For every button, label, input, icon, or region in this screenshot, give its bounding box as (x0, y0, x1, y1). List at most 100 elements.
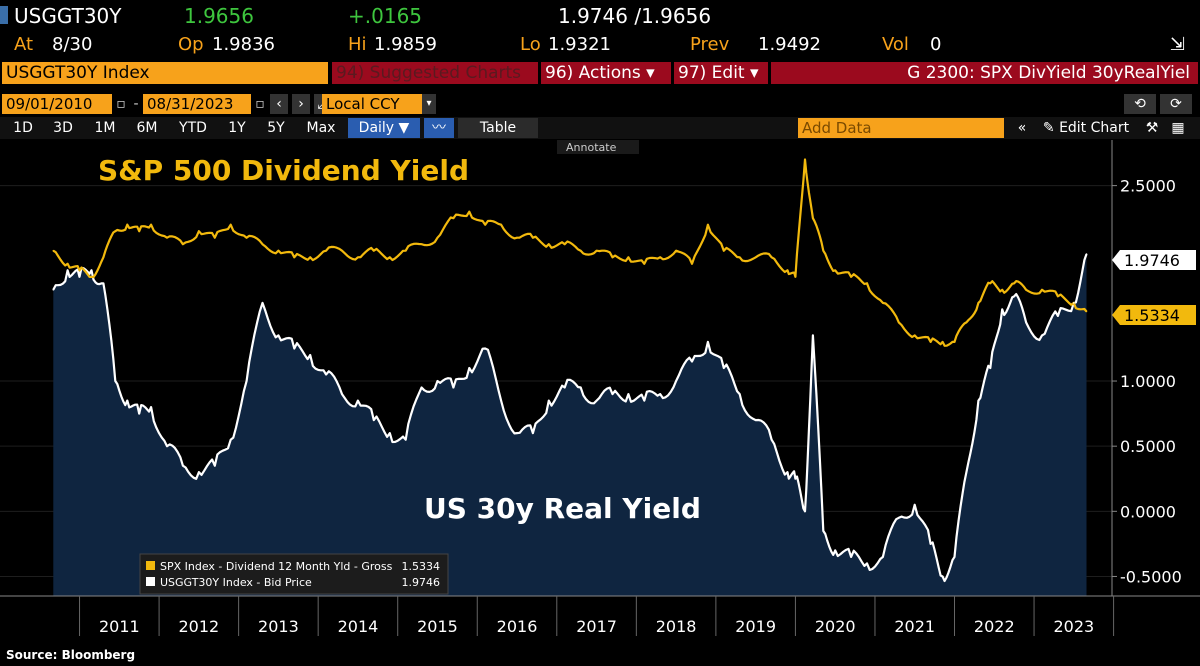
pencil-icon: ✎ (1042, 120, 1060, 136)
real-yield-point (1085, 253, 1088, 255)
real-yield-point (1073, 302, 1075, 304)
dividend-yield-point (532, 236, 534, 239)
price-change: +.0165 (348, 4, 423, 28)
real-yield-point (611, 393, 614, 395)
dividend-yield-point (404, 249, 407, 252)
real-yield-point (452, 386, 455, 389)
dividend-yield-point (114, 230, 117, 232)
redo-icon[interactable]: ⟳ (1160, 94, 1192, 114)
real-yield-last-value: 1.9746 (1124, 251, 1180, 270)
currency-dropdown-icon[interactable]: ▾ (422, 94, 436, 114)
dividend-yield-point (754, 256, 757, 259)
real-yield-point (277, 334, 280, 337)
start-date-input[interactable]: 09/01/2010 (2, 94, 112, 114)
edit-chart-button[interactable]: ✎ Edit Chart (1036, 118, 1136, 138)
period-3d[interactable]: 3D (53, 120, 73, 136)
edit-chart-label: Edit Chart (1059, 120, 1130, 136)
currency-select[interactable]: Local CCY (322, 94, 422, 114)
real-yield-point (341, 393, 343, 395)
dividend-yield-point (182, 243, 184, 245)
dividend-yield-point (229, 223, 232, 226)
table-button[interactable]: Table (458, 118, 538, 138)
dividend-yield-point (52, 249, 55, 252)
dividend-yield-point (420, 243, 423, 245)
dividend-yield-point (659, 256, 661, 259)
x-tick-label: 2019 (735, 617, 776, 636)
period-1d[interactable]: 1D (13, 120, 33, 136)
dividend-yield-point (468, 210, 471, 213)
dividend-yield-point (1085, 310, 1088, 313)
source-note: Source: Bloomberg (6, 648, 135, 662)
add-data-input[interactable]: Add Data (798, 118, 1004, 138)
menu-bar: USGGT30Y Index 94) Suggested Charts 96) … (0, 62, 1200, 86)
dividend-yield-point (794, 276, 797, 278)
popout-icon[interactable]: ⇲ (1170, 34, 1186, 55)
legend-value-dividend: 1.5334 (402, 560, 441, 573)
dividend-yield-point (1041, 289, 1043, 291)
real-yield-point (126, 399, 129, 402)
end-date-input[interactable]: 08/31/2023 (143, 94, 251, 114)
real-yield-point (325, 373, 327, 376)
actions-menu[interactable]: 96) Actions ▾ (541, 62, 671, 84)
x-tick-label: 2023 (1053, 617, 1094, 636)
dividend-yield-point (579, 249, 582, 252)
real-yield-point (245, 380, 248, 382)
period-1y[interactable]: 1Y (228, 120, 246, 136)
dividend-yield-point (595, 249, 598, 252)
dividend-yield-point (214, 236, 216, 239)
graph-title: G 2300: SPX DivYield 30yRealYiel (771, 62, 1198, 84)
settings-icon[interactable]: ⚒ (1145, 120, 1159, 136)
real-yield-point (309, 354, 312, 356)
end-calendar-icon[interactable]: ▫ (255, 96, 265, 112)
period-5y[interactable]: 5Y (267, 120, 285, 136)
real-yield-point (389, 432, 391, 434)
legend: SPX Index - Dividend 12 Month Yld - Gros… (139, 553, 449, 595)
dividend-yield-point (786, 269, 789, 272)
x-axis: 2011 2012 2013 2014 2015 2016 2017 2018 2019 2020… (79, 596, 1115, 636)
next-period-button[interactable]: › (292, 94, 310, 114)
real-yield-point (1041, 334, 1043, 337)
period-max[interactable]: Max (306, 120, 336, 136)
real-yield-point (357, 399, 359, 402)
y-tick-label: 1.0000 (1120, 372, 1176, 391)
undo-icon[interactable]: ⟲ (1124, 94, 1156, 114)
period-1m[interactable]: 1M (94, 120, 116, 136)
dividend-yield-point (90, 276, 93, 278)
real-yield-point (1013, 295, 1015, 298)
real-yield-point (786, 471, 789, 474)
collapse-icon[interactable]: « (1017, 120, 1027, 136)
period-6m[interactable]: 6M (136, 120, 158, 136)
real-yield-point (150, 406, 152, 408)
period-ytd[interactable]: YTD (179, 120, 207, 136)
dividend-last-tag: 1.5334 (1112, 305, 1196, 325)
dividend-yield-point (834, 269, 836, 272)
dividend-yield-point (373, 249, 375, 252)
y-axis: 2.5000 1.0000 0.5000 0.0000 -0.5000 (1112, 177, 1182, 586)
x-tick-label: 2015 (417, 617, 458, 636)
dividend-yield-point (198, 230, 200, 232)
real-yield-point (794, 477, 797, 480)
x-tick-label: 2018 (656, 617, 697, 636)
dividend-yield-line (52, 158, 1088, 347)
real-yield-point (822, 530, 825, 532)
dividend-yield-point (78, 269, 81, 272)
chart-options-icon[interactable]: ▦ (1171, 120, 1185, 136)
edit-menu[interactable]: 97) Edit ▾ (674, 62, 768, 84)
at-value: 8/30 (52, 34, 93, 55)
y-tick-label: 2.5000 (1120, 177, 1176, 196)
suggested-charts-button[interactable]: 94) Suggested Charts (332, 62, 538, 84)
real-yield-point (166, 445, 168, 448)
prev-period-button[interactable]: ‹ (270, 94, 288, 114)
dividend-yield-point (804, 158, 806, 161)
chart-type-icon[interactable]: 〰 (424, 118, 454, 138)
dividend-yield-point (484, 223, 487, 226)
dividend-yield-point (913, 334, 916, 337)
dividend-yield-point (627, 256, 630, 259)
annotate-button[interactable] (557, 140, 639, 154)
real-yield-point (90, 269, 93, 272)
frequency-select[interactable]: Daily ▼ (348, 118, 420, 138)
legend-label-real-yield: USGGT30Y Index - Bid Price (160, 576, 312, 589)
start-calendar-icon[interactable]: ▫ (116, 96, 126, 112)
real-yield-point (261, 302, 264, 304)
security-field[interactable]: USGGT30Y Index (2, 62, 328, 84)
